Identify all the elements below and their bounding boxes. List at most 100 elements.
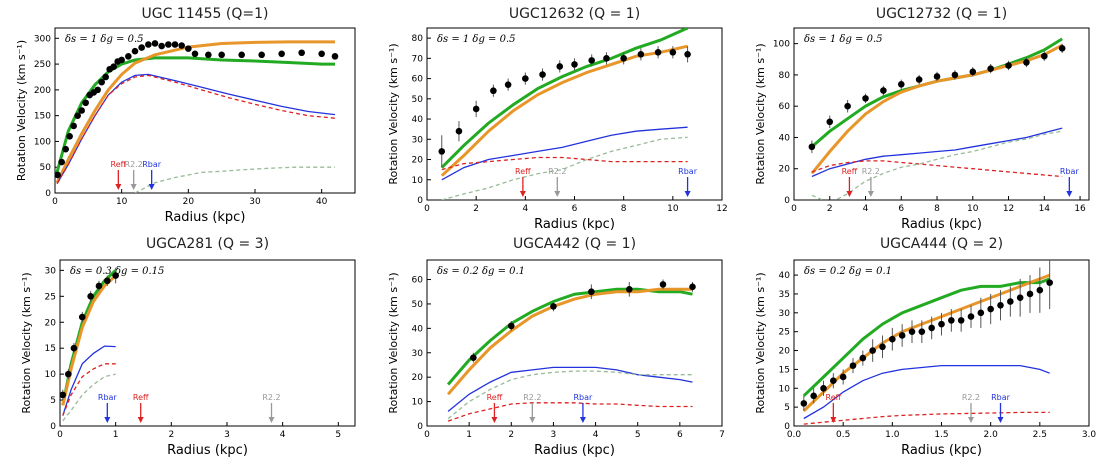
x-tick-label: 20 (183, 197, 195, 207)
data-point (62, 145, 69, 153)
data-point (808, 143, 816, 151)
x-tick-label: 0.0 (787, 430, 802, 440)
y-tick-label: 70 (412, 54, 424, 64)
series-line-3 (803, 364, 1050, 420)
data-point (298, 49, 305, 57)
data-point (66, 132, 73, 140)
y-tick-label: 60 (779, 102, 791, 112)
data-point (60, 391, 67, 399)
data-point (55, 171, 61, 179)
marker-label: R2.2 (523, 393, 541, 402)
series-line-1 (61, 269, 117, 406)
marker-label: Rbar (1060, 167, 1080, 176)
data-point (331, 53, 339, 60)
x-axis-label: Radius (kpc) (901, 217, 982, 230)
marker-label: Reff (842, 167, 858, 176)
data-point (889, 335, 896, 343)
data-point (165, 41, 172, 48)
marker-arrow-head (867, 191, 874, 197)
data-point (151, 40, 159, 47)
y-tick-label: 20 (45, 318, 57, 328)
plot-frame (54, 27, 356, 194)
x-tick-label: 2 (168, 430, 174, 440)
data-point (898, 332, 906, 339)
marker-label: Rbar (991, 393, 1011, 402)
y-tick-label: 250 (34, 60, 51, 70)
x-tick-label: 8 (934, 204, 940, 214)
data-point (810, 392, 817, 400)
y-tick-label: 50 (412, 300, 424, 310)
x-tick-label: 30 (249, 197, 261, 207)
data-point (205, 51, 212, 59)
marker-arrow-head (130, 184, 137, 190)
plot-area (446, 279, 696, 422)
marker-arrow-head (968, 417, 974, 423)
x-axis-label: Radius (kpc) (534, 443, 615, 458)
data-point (550, 303, 557, 310)
marker-label: Reff (487, 393, 503, 402)
y-tick-label: 60 (412, 276, 424, 286)
x-tick-label: 0 (791, 204, 797, 214)
data-point (94, 86, 101, 94)
data-point (1005, 62, 1012, 69)
x-tick-label: 2 (508, 430, 514, 440)
marker-arrow-head (519, 191, 526, 197)
data-point (908, 328, 916, 335)
data-point (928, 324, 935, 332)
data-point (98, 78, 105, 86)
chart-panel-6: UGCA444 (Q = 2) 0.0 0.5 1.0 1.5 2.0 2.5 3.0 0 5 10… (734, 230, 1100, 460)
x-tick-label: 8 (621, 204, 627, 214)
y-tick-label: 25 (779, 328, 790, 338)
data-point (603, 55, 610, 62)
data-point (145, 41, 152, 48)
x-tick-label: 3.0 (1082, 430, 1097, 440)
series-line-4 (811, 160, 1063, 178)
plot-area (438, 28, 691, 200)
series-line-2 (446, 287, 693, 396)
data-point (933, 73, 941, 80)
data-point (880, 87, 887, 94)
x-tick-label: 10 (967, 204, 979, 214)
data-point (1046, 279, 1053, 286)
data-point (684, 51, 691, 58)
marker-label: Reff (826, 393, 842, 402)
series-line-2 (810, 43, 1063, 175)
data-point (918, 328, 926, 335)
data-point (104, 277, 111, 285)
y-tick-label: 0 (784, 196, 790, 206)
delta-annotation: δs = 0.2 δg = 0.1 (437, 266, 525, 277)
data-point (171, 41, 179, 48)
x-tick-label: 10 (116, 197, 128, 207)
data-point (278, 50, 285, 58)
x-axis-label: Radius (kpc) (901, 443, 982, 458)
delta-annotation: δs = 1 δg = 0.5 (65, 34, 144, 45)
chart-panel-4: UGCA281 (Q = 3) 0 1 2 3 4 5 0 5 10 15 20 25 30 Radius … (0, 230, 366, 460)
data-point (539, 71, 546, 78)
data-point (957, 317, 965, 324)
y-tick-label: 15 (45, 344, 56, 354)
marker-label: R2.2 (862, 167, 880, 176)
data-point (158, 42, 165, 50)
y-tick-label: 40 (412, 324, 424, 334)
y-tick-label: 30 (45, 266, 57, 276)
data-point (571, 61, 578, 68)
x-tick-label: 1.5 (934, 430, 948, 440)
y-tick-label: 40 (779, 271, 791, 281)
marker-label: Reff (111, 160, 127, 169)
y-tick-label: 0 (45, 189, 51, 199)
series-line-1 (440, 28, 689, 169)
x-tick-label: 0 (424, 204, 430, 214)
plot-area (800, 260, 1053, 425)
delta-annotation: δs = 1 δg = 0.5 (437, 34, 516, 45)
data-point (507, 322, 515, 330)
data-point (522, 75, 529, 82)
y-axis-label: Rotation Velocity (km s⁻¹) (15, 40, 28, 181)
chart-svg-3: UGC12732 (Q = 1) 0 2 4 6 8 10 12 14 16 0 20 40 60 80 10… (754, 6, 1090, 230)
y-tick-label: 150 (34, 112, 51, 122)
plot-area (808, 37, 1066, 200)
data-point (588, 288, 595, 296)
data-point (78, 107, 85, 114)
data-point (689, 283, 696, 291)
x-tick-label: 4 (863, 204, 869, 214)
chart-title: UGC12732 (Q = 1) (876, 6, 1007, 22)
